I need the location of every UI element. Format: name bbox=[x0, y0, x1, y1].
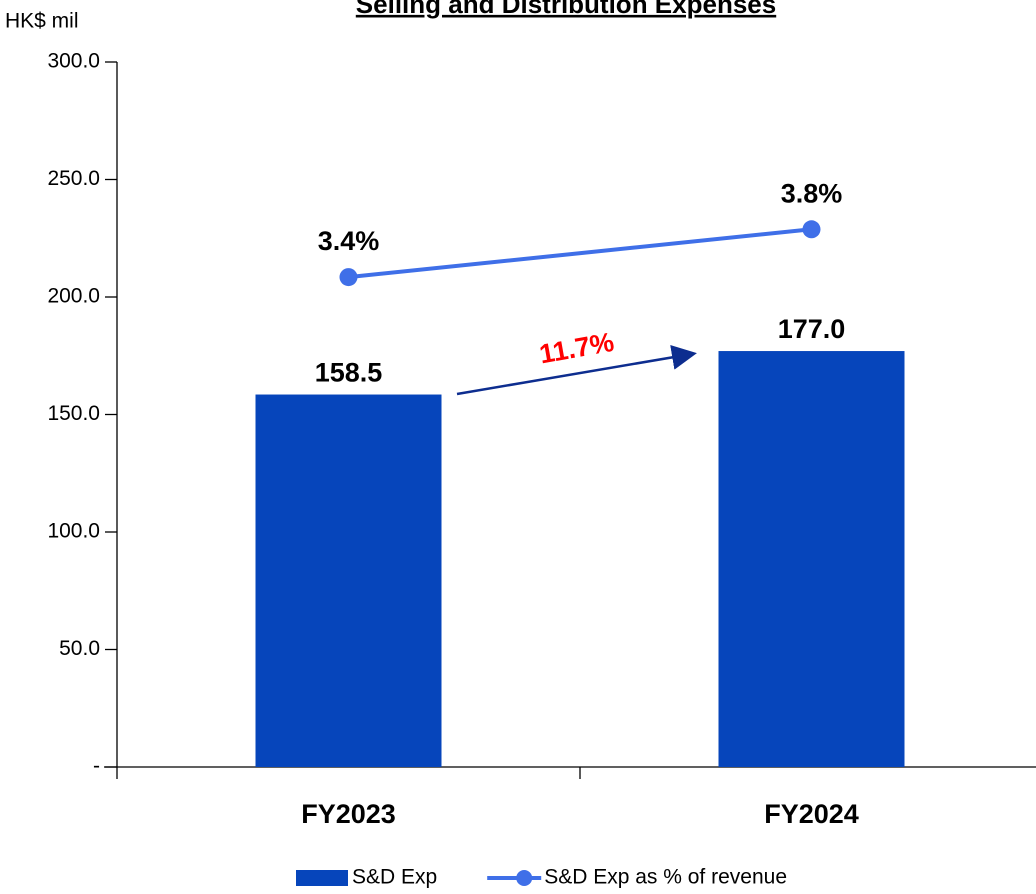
line-marker bbox=[339, 268, 358, 287]
growth-arrow bbox=[456, 345, 697, 396]
growth-annotation: 11.7% bbox=[537, 327, 616, 370]
y-tick-label: 50.0 bbox=[59, 637, 100, 660]
legend-swatch-marker bbox=[516, 870, 533, 886]
y-tick-label: 300.0 bbox=[47, 50, 100, 73]
line-marker bbox=[802, 220, 821, 239]
y-tick-label: 200.0 bbox=[47, 285, 100, 308]
legend-swatch bbox=[296, 870, 348, 886]
bar bbox=[255, 394, 442, 767]
legend-label: S&D Exp as % of revenue bbox=[544, 866, 787, 889]
bar bbox=[718, 351, 905, 767]
legend-label: S&D Exp bbox=[352, 866, 437, 889]
line-value-label: 3.4% bbox=[318, 226, 380, 256]
y-tick-label: - bbox=[93, 755, 100, 778]
y-tick-label: 150.0 bbox=[47, 402, 100, 425]
chart-title: Selling and Distribution Expenses bbox=[356, 0, 776, 19]
line bbox=[348, 227, 812, 280]
y-axis-label: HK$ mil bbox=[5, 10, 79, 33]
y-tick-label: 250.0 bbox=[47, 167, 100, 190]
x-tick-label: FY2024 bbox=[764, 799, 859, 829]
x-tick-label: FY2023 bbox=[301, 799, 396, 829]
bar-value-label: 177.0 bbox=[778, 314, 846, 344]
y-tick-label: 100.0 bbox=[47, 520, 100, 543]
bar-value-label: 158.5 bbox=[315, 358, 383, 388]
line-value-label: 3.8% bbox=[781, 178, 843, 208]
